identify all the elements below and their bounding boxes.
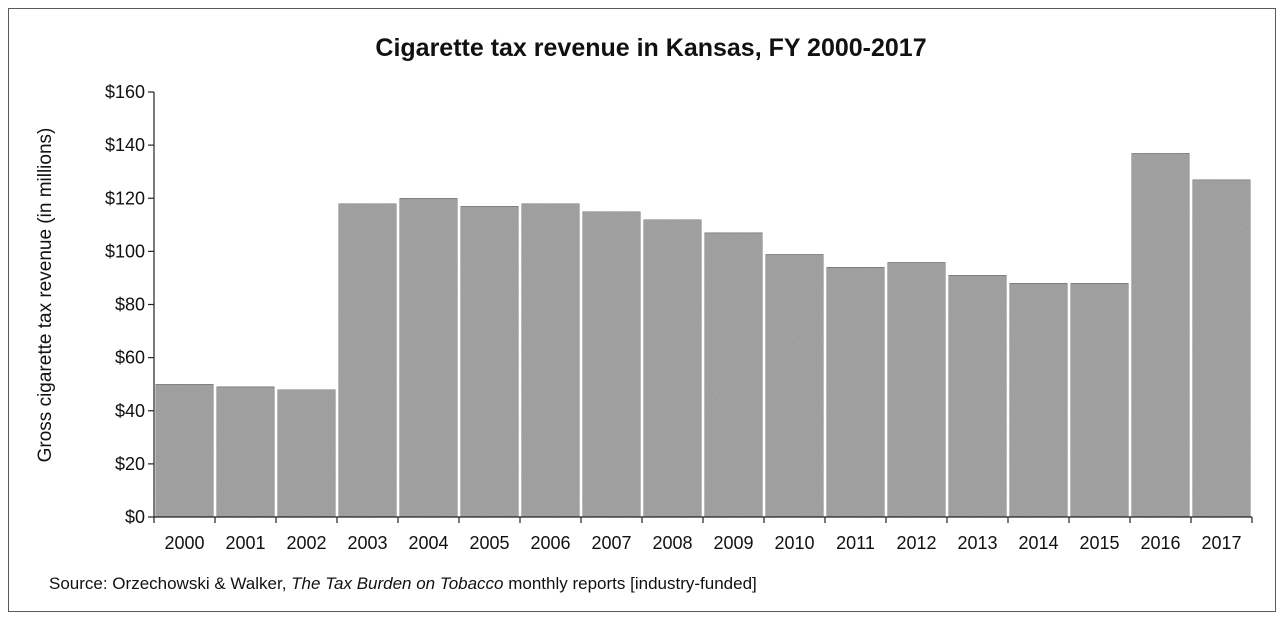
bars-group <box>155 152 1251 518</box>
bar-2011 <box>826 266 885 518</box>
chart-title: Cigarette tax revenue in Kansas, FY 2000… <box>375 34 926 62</box>
bar-2017 <box>1192 179 1251 518</box>
bar-2013 <box>948 274 1007 518</box>
x-tick-label-2017: 2017 <box>1201 533 1241 553</box>
bar-2008 <box>643 219 702 518</box>
x-tick-label-2002: 2002 <box>286 533 326 553</box>
x-tick-label-2013: 2013 <box>957 533 997 553</box>
x-tick-label-2000: 2000 <box>164 533 204 553</box>
y-tick-label: $160 <box>105 82 145 102</box>
y-axis-label: Gross cigarette tax revenue (in millions… <box>35 128 56 463</box>
bar-2009 <box>704 232 763 518</box>
bar-2007 <box>582 211 641 518</box>
y-tick-label: $20 <box>115 454 145 474</box>
x-tick-label-2005: 2005 <box>469 533 509 553</box>
y-tick-label: $40 <box>115 401 145 421</box>
chart-figure: Cigarette tax revenue in Kansas, FY 2000… <box>8 8 1276 612</box>
bar-2001 <box>216 386 275 518</box>
bar-2003 <box>338 203 397 518</box>
bar-2015 <box>1070 282 1129 518</box>
y-tick-label: $80 <box>115 295 145 315</box>
x-tick-label-2008: 2008 <box>652 533 692 553</box>
x-tick-label-2010: 2010 <box>774 533 814 553</box>
source-prefix: Source: Orzechowski & Walker, <box>49 574 291 593</box>
x-tick-label-2014: 2014 <box>1018 533 1058 553</box>
x-tick-label-2003: 2003 <box>347 533 387 553</box>
bar-2004 <box>399 197 458 518</box>
x-tick-label-2001: 2001 <box>225 533 265 553</box>
bar-2012 <box>887 261 946 518</box>
x-axis: 2000 2001 2002 2003 2004 2005 2006 2007 2008 2009… <box>153 516 1253 553</box>
bar-2014 <box>1009 282 1068 518</box>
y-tick-label: $100 <box>105 241 145 261</box>
bar-2005 <box>460 205 519 518</box>
source-note: Source: Orzechowski & Walker, The Tax Bu… <box>49 574 757 593</box>
y-axis: $0 $20 $40 $60 $80 $100 $120 $140 $160 <box>105 82 155 527</box>
bar-2016 <box>1131 152 1190 518</box>
x-tick-label-2012: 2012 <box>896 533 936 553</box>
bar-chart: Cigarette tax revenue in Kansas, FY 2000… <box>35 34 1253 593</box>
x-tick-label-2011: 2011 <box>836 533 875 553</box>
x-tick-label-2016: 2016 <box>1140 533 1180 553</box>
y-tick-label: $60 <box>115 348 145 368</box>
x-tick-label-2007: 2007 <box>591 533 631 553</box>
source-publication-title: The Tax Burden on Tobacco <box>291 574 503 593</box>
y-tick-label: $140 <box>105 135 145 155</box>
x-tick-label-2009: 2009 <box>713 533 753 553</box>
x-tick-label-2015: 2015 <box>1079 533 1119 553</box>
y-tick-label: $120 <box>105 188 145 208</box>
x-tick-label-2004: 2004 <box>408 533 448 553</box>
x-tick-label-2006: 2006 <box>530 533 570 553</box>
bar-2000 <box>155 383 214 518</box>
bar-2010 <box>765 253 824 518</box>
bar-2006 <box>521 203 580 518</box>
source-suffix: monthly reports [industry-funded] <box>504 574 757 593</box>
bar-2002 <box>277 389 336 518</box>
y-tick-label: $0 <box>125 507 145 527</box>
